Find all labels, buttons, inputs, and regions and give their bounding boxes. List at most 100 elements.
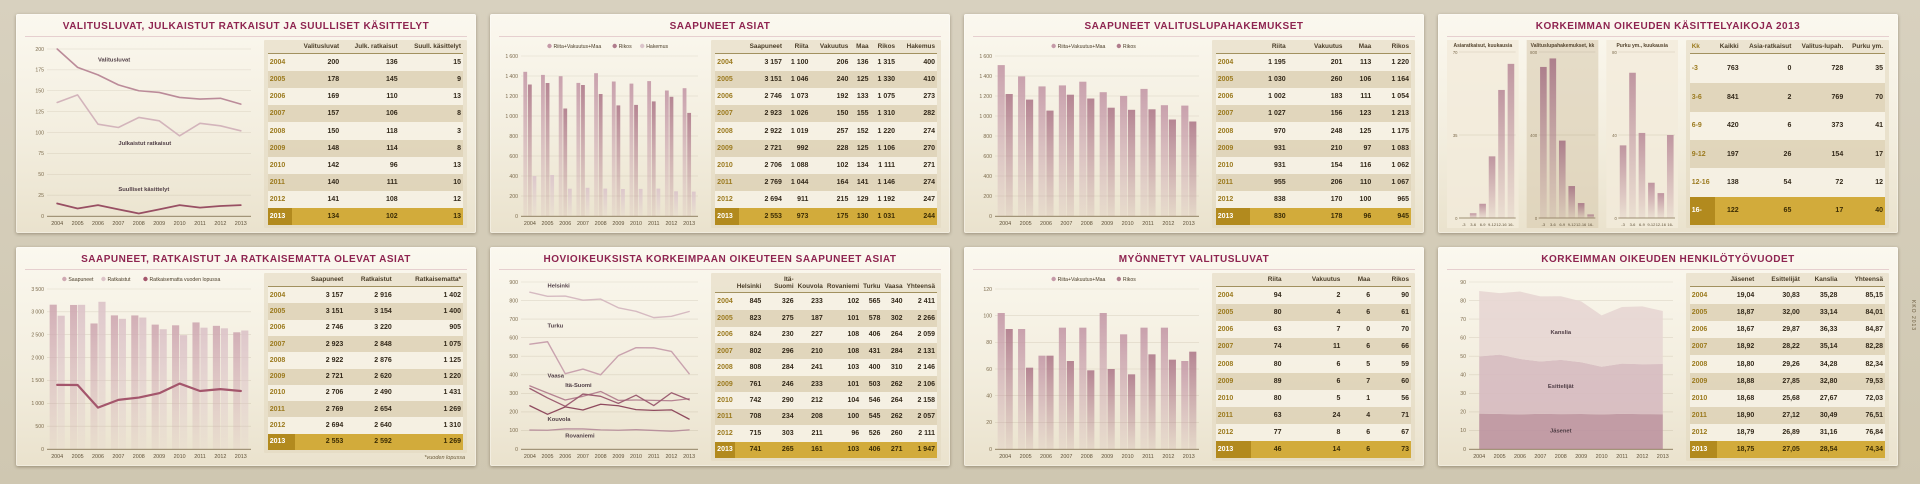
row-label-cell: 2012 bbox=[1217, 195, 1234, 203]
value-cell: 100 bbox=[1359, 195, 1372, 203]
svg-text:6-9: 6-9 bbox=[1639, 222, 1646, 227]
value-cell: 2 923 bbox=[325, 340, 344, 348]
value-cell: 1 220 bbox=[1391, 58, 1409, 66]
panel-saapuneet-asiat: SAAPUNEET ASIAT 0 200 400 600 800 1 000 1 200 1… bbox=[490, 14, 950, 233]
value-cell: 76,84 bbox=[1865, 428, 1883, 436]
svg-text:0: 0 bbox=[1535, 216, 1538, 221]
henkilotyovuodet-table: Jäsenet Esittelijät Kanslia Yhteensä 2004 19,… bbox=[1685, 273, 1889, 461]
corner-header: Kk bbox=[1691, 43, 1700, 50]
table-row: 2006 2 746 1 073 192 133 1 075 273 bbox=[715, 88, 937, 106]
value-cell: 215 bbox=[836, 195, 849, 203]
value-cell: 2 059 bbox=[917, 331, 935, 339]
value-cell: 6 bbox=[1366, 291, 1371, 299]
value-cell: 192 bbox=[836, 93, 849, 101]
column-header: Maa bbox=[1357, 276, 1371, 283]
table-row: 2011 140 111 10 bbox=[267, 173, 463, 191]
value-cell: 110 bbox=[1359, 178, 1372, 186]
value-cell: 973 bbox=[796, 212, 809, 220]
row-label-cell: 2008 bbox=[1691, 360, 1708, 368]
svg-text:12-16: 12-16 bbox=[1656, 222, 1667, 227]
table-row: 2011 63 24 4 71 bbox=[1215, 406, 1411, 424]
value-cell: 2 592 bbox=[374, 438, 392, 446]
value-cell: 178 bbox=[327, 76, 340, 84]
value-cell: 4 bbox=[1336, 309, 1341, 317]
saapuneet-asiat-bar-chart: 0 200 400 600 800 1 000 1 200 1 400 1 600 2004 200… bbox=[499, 40, 703, 228]
svg-text:0: 0 bbox=[515, 214, 518, 220]
svg-text:2006: 2006 bbox=[559, 454, 571, 460]
svg-text:0: 0 bbox=[515, 447, 518, 453]
value-cell: 2 490 bbox=[374, 389, 392, 397]
table-row: 2005 80 4 6 61 bbox=[1215, 304, 1411, 322]
column-header: Vakuutus bbox=[819, 43, 849, 50]
svg-text:2013: 2013 bbox=[1183, 221, 1195, 227]
table-row: 2011 708 234 208 100 545 262 2 057 bbox=[715, 408, 937, 426]
value-cell: 2 694 bbox=[764, 195, 782, 203]
column-header: Kanslia bbox=[1814, 276, 1838, 283]
svg-text:2012: 2012 bbox=[665, 221, 677, 227]
row-label-cell: 2006 bbox=[1691, 326, 1708, 334]
row-label-cell: 2004 bbox=[1691, 291, 1708, 299]
value-cell: 17 bbox=[1835, 207, 1844, 215]
table-row: 6-9 420 6 373 41 bbox=[1689, 111, 1885, 140]
table-row: 2007 157 106 8 bbox=[267, 105, 463, 123]
column-header: Suull. käsittelyt bbox=[414, 43, 461, 50]
value-cell: 1 026 bbox=[790, 110, 809, 118]
row-label-cell: 2009 bbox=[717, 144, 733, 152]
svg-text:9-12: 9-12 bbox=[1568, 222, 1577, 227]
value-cell: 2 640 bbox=[374, 422, 392, 430]
valitusluvat-table: Valitusluvat Julk. ratkaisut Suull. käsitt… bbox=[263, 40, 467, 228]
svg-text:1 600: 1 600 bbox=[505, 54, 518, 60]
value-cell: 5 bbox=[1336, 394, 1341, 402]
panel-title: SAAPUNEET VALITUSLUPAHAKEMUKSET bbox=[973, 21, 1415, 37]
value-cell: 34,28 bbox=[1819, 360, 1838, 368]
value-cell: 27,67 bbox=[1819, 394, 1838, 402]
chart-svg: 0 200 400 600 800 1 000 1 200 1 400 1 600 2004 200… bbox=[505, 43, 698, 227]
table-row: 2009 89 6 7 60 bbox=[1215, 372, 1411, 390]
svg-text:2007: 2007 bbox=[112, 454, 124, 460]
table-row: 2005 178 145 9 bbox=[267, 71, 463, 89]
value-cell: 108 bbox=[385, 195, 398, 203]
column-header: Valitusluvat bbox=[303, 43, 340, 50]
column-header: Vakuutus bbox=[1311, 276, 1341, 283]
value-cell: 108 bbox=[847, 347, 860, 355]
value-cell: 1 164 bbox=[1391, 76, 1409, 84]
value-cell: 2 057 bbox=[917, 413, 935, 421]
svg-text:2007: 2007 bbox=[1534, 454, 1546, 460]
table-row: 2009 931 210 97 1 083 bbox=[1215, 139, 1411, 157]
svg-text:3-6: 3-6 bbox=[1550, 222, 1557, 227]
value-cell: 40 bbox=[1875, 207, 1883, 215]
svg-text:2011: 2011 bbox=[648, 221, 660, 227]
value-cell: 808 bbox=[749, 364, 762, 372]
svg-text:2009: 2009 bbox=[1101, 454, 1113, 460]
svg-text:800: 800 bbox=[1530, 50, 1538, 55]
row-label-cell: 2011 bbox=[269, 405, 285, 413]
table-row: 2013 134 102 13 bbox=[267, 207, 463, 225]
value-cell: 101 bbox=[847, 314, 860, 322]
value-cell: 106 bbox=[1359, 76, 1372, 84]
value-cell: 77 bbox=[1273, 428, 1282, 436]
column-header: Valitus-lupah. bbox=[1801, 43, 1844, 50]
data-table: Riita Vakuutus Maa Rikos 2004 1 195 201 113 1 22… bbox=[1215, 43, 1411, 225]
value-cell: 118 bbox=[386, 127, 398, 135]
saapuneet-ratkaistut-table: Saapuneet Ratkaistut Ratkaisematta* 2004 3 1… bbox=[263, 273, 467, 453]
svg-text:Itä-Suomi: Itä-Suomi bbox=[565, 383, 592, 389]
saapuneet-asiat-table: Saapuneet Riita Vakuutus Maa Rikos Hakemus 200… bbox=[711, 40, 941, 228]
value-cell: 1 106 bbox=[877, 144, 896, 152]
row-label-cell: 2004 bbox=[1217, 58, 1234, 66]
value-cell: 36,33 bbox=[1819, 326, 1838, 334]
column-header: Esittelijät bbox=[1771, 276, 1800, 283]
value-cell: 247 bbox=[923, 195, 935, 203]
row-label-cell: 2004 bbox=[269, 291, 286, 299]
data-table: Valitusluvat Julk. ratkaisut Suull. käsitt… bbox=[267, 43, 463, 225]
value-cell: 2 266 bbox=[917, 314, 935, 322]
value-cell: 845 bbox=[749, 298, 762, 306]
value-cell: 3 157 bbox=[325, 291, 344, 299]
row-label-cell: 12-16 bbox=[1691, 178, 1710, 186]
svg-text:800: 800 bbox=[983, 134, 992, 140]
column-header: Helsinki bbox=[736, 282, 762, 290]
value-cell: 565 bbox=[868, 298, 881, 306]
row-label-cell: 2007 bbox=[1691, 343, 1708, 351]
table-row: 2012 2 694 911 215 129 1 192 247 bbox=[715, 190, 937, 208]
svg-text:2012: 2012 bbox=[1162, 454, 1174, 460]
